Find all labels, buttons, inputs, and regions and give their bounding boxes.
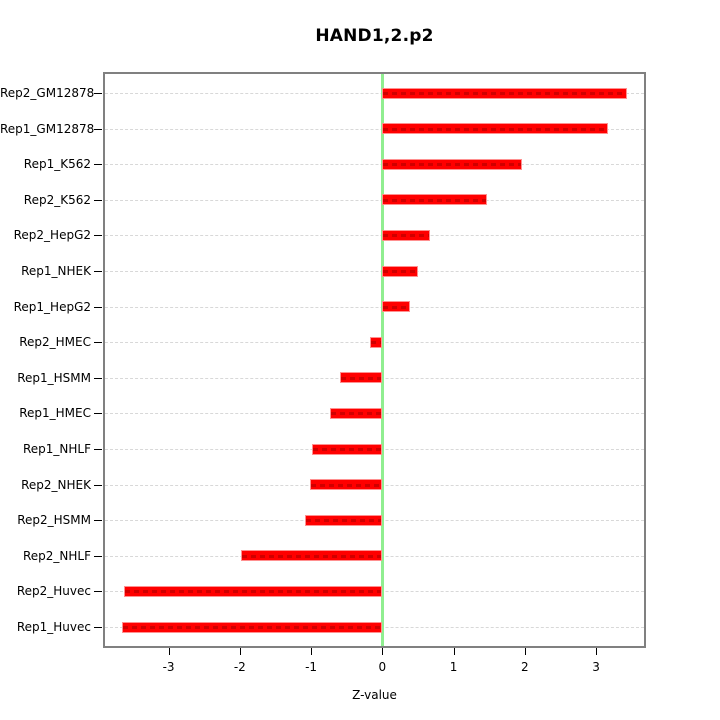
- x-axis-tick: [311, 648, 313, 655]
- x-axis-title: Z-value: [352, 688, 397, 702]
- x-axis-tick-label: 3: [592, 660, 600, 674]
- bar-Rep2_K562: [382, 194, 488, 206]
- bar-dash-pattern: [305, 519, 382, 523]
- x-axis-tick-label: -3: [162, 660, 175, 674]
- y-axis-tick: [94, 128, 102, 130]
- bar-dash-pattern: [331, 412, 382, 416]
- y-axis-label: Rep1_NHEK: [21, 264, 91, 278]
- bar-dash-pattern: [383, 305, 410, 309]
- y-axis-label: Rep2_Huvec: [16, 584, 91, 599]
- plot-area: [103, 72, 646, 648]
- y-axis-tick: [94, 306, 102, 308]
- y-axis-label: Rep1_HMEC: [19, 406, 91, 421]
- zero-reference-line: [380, 74, 384, 646]
- x-axis-tick: [524, 648, 526, 655]
- x-axis-tick-label: 0: [378, 660, 387, 674]
- x-axis-tick-label: -1: [305, 660, 318, 674]
- x-axis-tick: [596, 648, 598, 655]
- bar-Rep1_Huvec: [122, 621, 383, 633]
- y-axis-label: Rep1_HepG2: [13, 299, 91, 314]
- bar-Rep2_NHEK: [309, 479, 383, 491]
- bar-dash-pattern: [383, 92, 627, 95]
- x-axis-tick-label: 2: [521, 660, 529, 674]
- bar-dash-pattern: [242, 554, 382, 558]
- y-axis-tick: [94, 93, 102, 94]
- gridline: [105, 164, 644, 166]
- gridline: [105, 235, 644, 237]
- gridline: [105, 306, 644, 308]
- bar-dash-pattern: [312, 448, 382, 451]
- y-axis-tick: [94, 199, 102, 201]
- y-axis-label: Rep1_Huvec: [16, 620, 91, 634]
- y-axis-tick: [94, 164, 102, 166]
- bar-Rep2_Huvec: [123, 585, 383, 597]
- bar-Rep2_HMEC: [370, 336, 383, 348]
- bar-dash-pattern: [383, 127, 607, 131]
- bar-Rep1_GM12878: [382, 123, 608, 135]
- x-axis-tick: [239, 648, 241, 655]
- y-axis-tick: [94, 627, 102, 628]
- bar-dash-pattern: [371, 341, 382, 345]
- x-axis-tick-label: -2: [233, 660, 246, 674]
- bar-dash-pattern: [383, 234, 430, 238]
- bar-Rep1_HMEC: [330, 407, 383, 419]
- y-axis-tick: [94, 413, 102, 415]
- bar-dash-pattern: [340, 376, 382, 380]
- x-axis-tick: [453, 648, 455, 655]
- bar-Rep1_NHLF: [311, 443, 383, 455]
- y-axis-tick: [94, 235, 102, 237]
- y-axis-label: Rep1_GM12878: [0, 121, 95, 136]
- y-axis-label: Rep2_NHLF: [22, 548, 91, 563]
- x-axis-tick: [382, 648, 384, 655]
- y-axis-tick: [94, 591, 102, 593]
- y-axis-tick: [94, 520, 102, 522]
- y-axis-tick: [94, 377, 102, 379]
- gridline: [105, 93, 644, 94]
- bar-dash-pattern: [310, 483, 382, 487]
- y-axis-label: Rep2_GM12878: [0, 86, 95, 100]
- bar-dash-pattern: [124, 590, 382, 594]
- x-axis-tick-label: 1: [449, 660, 458, 674]
- y-axis-label: Rep2_K562: [23, 192, 91, 207]
- y-axis-label: Rep1_NHLF: [22, 442, 91, 456]
- y-axis-label: Rep2_HMEC: [19, 335, 91, 350]
- y-axis-label: Rep2_HSMM: [17, 513, 91, 528]
- bar-dash-pattern: [383, 270, 417, 273]
- bar-Rep2_NHLF: [241, 550, 383, 562]
- chart-title: HAND1,2.p2: [315, 26, 434, 46]
- y-axis-label: Rep1_HSMM: [17, 370, 91, 385]
- y-axis-tick: [94, 271, 102, 272]
- y-axis-tick: [94, 342, 102, 344]
- bar-Rep2_HSMM: [304, 514, 383, 526]
- y-axis-tick: [94, 555, 102, 557]
- y-axis-tick: [94, 449, 102, 450]
- gridline: [105, 128, 644, 130]
- bar-Rep1_HSMM: [339, 372, 383, 384]
- bar-Rep1_NHEK: [382, 265, 418, 277]
- bar-dash-pattern: [123, 626, 382, 629]
- y-axis-label: Rep2_NHEK: [21, 477, 91, 492]
- bar-Rep2_GM12878: [382, 87, 628, 99]
- gridline: [105, 199, 644, 201]
- bar-dash-pattern: [383, 198, 487, 202]
- y-axis-tick: [94, 484, 102, 486]
- gridline: [105, 271, 644, 272]
- y-axis-label: Rep2_HepG2: [13, 228, 91, 243]
- bar-Rep2_HepG2: [382, 229, 431, 241]
- bar-Rep1_K562: [382, 158, 522, 170]
- y-axis-label: Rep1_K562: [23, 157, 91, 172]
- x-axis-tick: [168, 648, 170, 655]
- bar-Rep1_HepG2: [382, 301, 411, 313]
- bar-dash-pattern: [383, 163, 521, 167]
